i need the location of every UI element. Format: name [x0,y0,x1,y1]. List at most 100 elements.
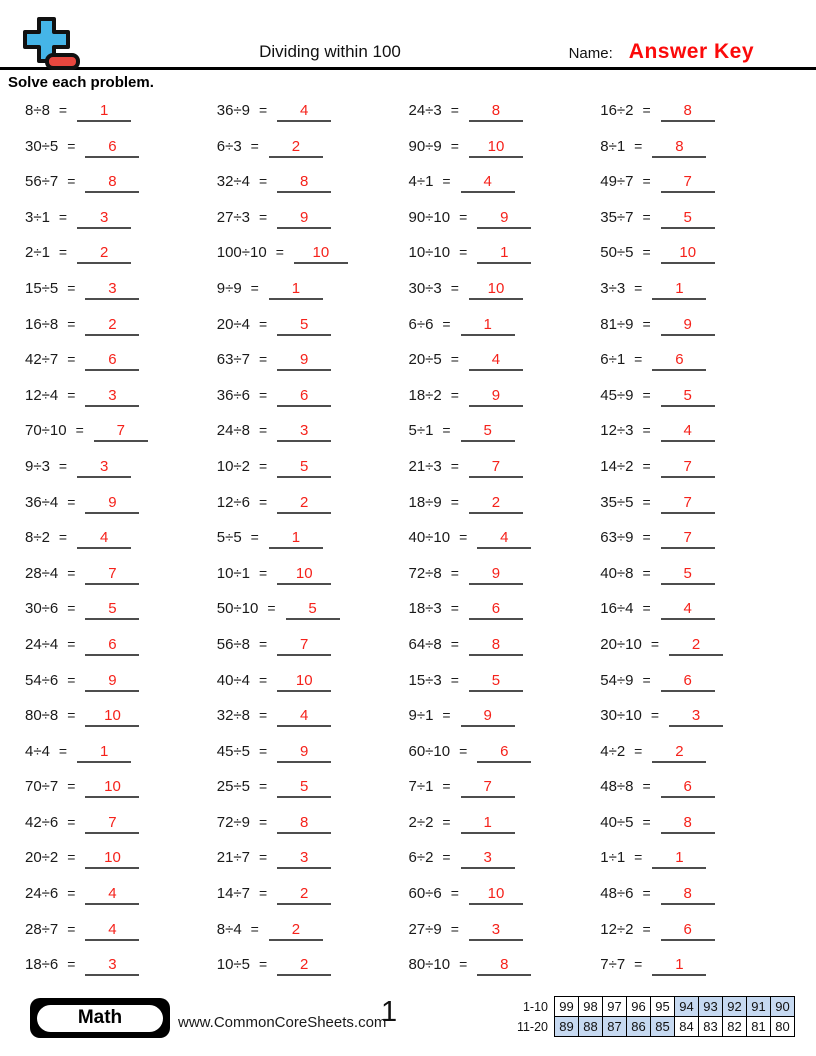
answer-blank: 1 [77,742,132,763]
problem-38: 24÷8 = 3 [217,413,409,449]
problem-expression: 12÷4 [25,386,59,404]
problem-expression: 30÷10 [600,707,642,725]
website-link[interactable]: www.CommonCoreSheets.com [178,1014,387,1031]
answer-value: 6 [683,778,692,796]
problem-67: 15÷3 = 5 [409,663,601,699]
problem-expression: 90÷9 [408,137,442,155]
answer-value: 2 [300,493,309,511]
problem-expression: 50÷10 [216,600,259,618]
problem-expression: 20÷4 [216,315,251,333]
equals-sign: = [259,102,268,118]
answer-blank: 10 [85,849,140,870]
score-cell: 89 [554,1016,579,1037]
answer-value: 3 [483,849,492,867]
problem-expression: 18÷9 [408,493,442,511]
score-cell: 92 [722,996,747,1017]
answer-value: 6 [683,920,692,938]
problem-expression: 54÷6 [25,671,59,689]
problem-74: 45÷5 = 9 [217,734,409,770]
answer-value: 10 [295,671,313,689]
problem-expression: 4÷2 [600,742,626,760]
answer-blank: 7 [93,422,148,443]
answer-value: 3 [108,279,117,297]
problem-96: 12÷2 = 6 [600,912,792,948]
equals-sign: = [75,422,84,439]
problem-99: 80÷10 = 8 [409,947,601,983]
answer-blank: 3 [77,209,132,229]
problem-expression: 18÷6 [25,956,59,974]
answer-blank: 2 [468,493,523,514]
answer-blank: 1 [652,956,707,977]
problem-88: 1÷1 = 1 [600,840,792,876]
equals-sign: = [642,102,651,118]
problem-42: 10÷2 = 5 [217,449,409,485]
equals-sign: = [259,493,268,510]
answer-blank: 10 [277,671,332,692]
answer-value: 1 [291,279,301,297]
problem-expression: 15÷5 [25,279,59,297]
answer-value: 3 [108,956,117,974]
answer-value: 2 [491,493,501,511]
score-table: 1-10 99 98 97 96 95 94 93 92 91 90 11-20 89 88 87 86 85 8… [513,996,795,1037]
answer-blank: 7 [85,814,140,834]
equals-sign: = [634,956,643,973]
answer-value: 1 [500,244,509,262]
answer-blank: 9 [85,672,140,692]
problem-expression: 40÷10 [408,529,451,547]
answer-blank: 4 [277,102,332,122]
problem-expression: 27÷3 [216,208,251,226]
problem-expression: 16÷4 [600,600,634,618]
problem-expression: 3÷3 [600,279,626,297]
answer-value: 4 [483,173,492,191]
problem-12: 49÷7 = 7 [600,164,792,200]
problem-expression: 8÷1 [600,137,626,155]
equals-sign: = [450,386,459,403]
answer-value: 6 [108,351,117,369]
answer-blank: 10 [85,707,140,728]
answer-value: 10 [104,849,121,867]
equals-sign: = [259,707,268,724]
answer-blank: 4 [85,885,140,906]
answer-value: 4 [300,707,309,725]
equals-sign: = [634,351,643,368]
problem-expression: 15÷3 [408,671,442,689]
problem-26: 20÷4 = 5 [217,307,409,343]
answer-value: 1 [99,742,109,760]
problem-68: 54÷9 = 6 [600,663,792,699]
problem-expression: 42÷7 [25,351,59,369]
equals-sign: = [450,457,459,474]
answer-blank: 1 [460,813,515,834]
equals-sign: = [259,386,268,403]
answer-blank: 10 [660,244,715,265]
problem-33: 12÷4 = 3 [25,378,217,414]
minus-icon [45,53,80,70]
equals-sign: = [259,778,268,795]
answer-blank: 9 [468,565,523,585]
answer-value: 5 [491,671,501,689]
answer-value: 5 [300,315,309,333]
answer-blank: 7 [660,529,715,550]
score-cell: 99 [554,996,579,1017]
problem-16: 35÷7 = 5 [600,200,792,236]
problem-expression: 9÷9 [216,279,242,297]
answer-blank: 1 [460,316,515,336]
answer-blank: 1 [268,529,323,550]
answer-value: 6 [675,351,684,369]
equals-sign: = [259,956,268,973]
problem-expression: 56÷8 [216,635,251,653]
answer-value: 1 [483,813,492,831]
answer-value: 1 [99,102,109,119]
problem-expression: 40÷4 [216,671,251,689]
problem-50: 5÷5 = 1 [217,520,409,556]
problem-70: 32÷8 = 4 [217,698,409,734]
equals-sign: = [67,849,76,866]
problem-31: 20÷5 = 4 [409,342,601,378]
answer-blank: 2 [268,921,323,941]
equals-sign: = [259,742,268,759]
problem-85: 20÷2 = 10 [25,840,217,876]
equals-sign: = [642,315,651,332]
answer-value: 10 [312,244,330,262]
problem-37: 70÷10 = 7 [25,413,217,449]
answer-value: 9 [483,707,492,725]
answer-value: 7 [683,493,692,511]
